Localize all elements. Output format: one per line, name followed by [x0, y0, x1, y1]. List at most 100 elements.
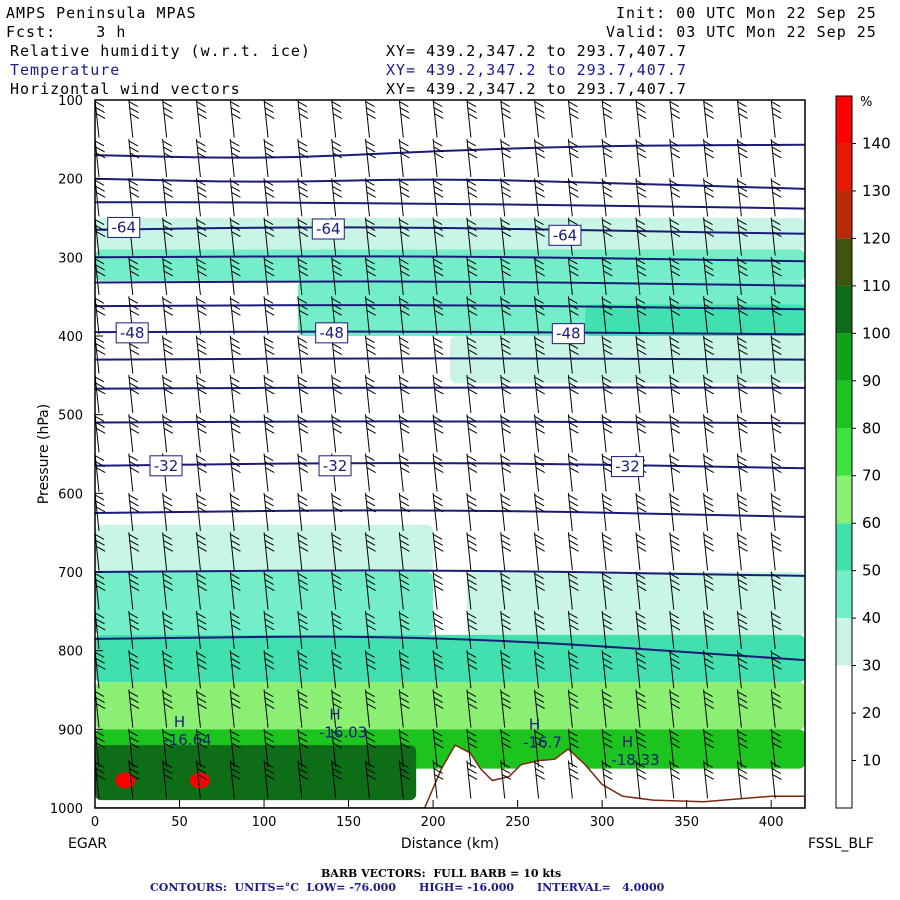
wind-barb	[770, 728, 782, 767]
barb-feather	[298, 539, 308, 546]
barb-feather	[601, 337, 612, 344]
wind-barb	[297, 728, 309, 767]
barb-shaft	[770, 689, 776, 728]
barb-shaft	[635, 650, 641, 689]
barb-feather	[366, 388, 376, 395]
barb-shaft	[128, 453, 134, 492]
barb-feather	[669, 761, 680, 768]
barb-feather	[163, 703, 174, 710]
barb-feather	[332, 663, 343, 670]
barb-shaft	[534, 610, 540, 649]
wind-barb	[398, 374, 410, 413]
barb-shaft	[331, 374, 337, 413]
wind-barb	[398, 492, 410, 531]
barb-shaft	[567, 689, 573, 728]
barb-feather	[196, 767, 207, 774]
y-tick-label: 400	[58, 330, 83, 345]
wind-barb	[229, 532, 241, 571]
barb-feather	[432, 651, 443, 658]
barb-feather	[95, 742, 106, 749]
wind-barb	[432, 178, 444, 217]
barb-feather	[332, 742, 343, 749]
barb-feather	[129, 618, 139, 625]
barb-feather	[128, 140, 139, 147]
barb-feather	[635, 179, 646, 186]
barb-feather	[467, 107, 477, 114]
barb-shaft	[601, 374, 607, 413]
barb-shaft	[263, 100, 269, 138]
barb-feather	[569, 388, 579, 395]
wind-barb	[128, 492, 140, 531]
barb-feather	[95, 146, 105, 153]
barb-shaft	[669, 532, 675, 571]
wind-barb	[364, 138, 376, 177]
barb-feather	[231, 703, 241, 710]
barb-feather	[806, 774, 815, 779]
wind-barb	[398, 610, 410, 649]
barb-feather	[229, 337, 240, 344]
barb-shaft	[195, 571, 201, 610]
barb-shaft	[567, 178, 573, 217]
barb-shaft	[297, 760, 303, 799]
barb-feather	[128, 101, 139, 108]
barb-shaft	[297, 374, 303, 413]
barb-feather	[770, 219, 781, 226]
wind-barb	[229, 414, 241, 453]
barb-shaft	[398, 571, 404, 610]
barb-feather	[636, 539, 646, 546]
barb-feather	[772, 388, 782, 395]
barb-feather	[129, 382, 139, 389]
barb-feather	[466, 651, 477, 658]
barb-feather	[704, 624, 715, 631]
wind-barb	[804, 610, 805, 616]
barb-feather	[163, 624, 174, 631]
high-value: -16.7	[523, 733, 562, 751]
isotherm	[95, 569, 805, 577]
barb-feather	[669, 219, 680, 226]
barb-feather	[229, 258, 240, 265]
barb-feather	[602, 461, 612, 468]
barb-feather	[670, 579, 680, 586]
barb-feather	[162, 258, 172, 265]
barb-feather	[432, 258, 443, 265]
barb-feather	[703, 179, 713, 186]
wind-barb	[466, 374, 478, 413]
barb-feather	[231, 773, 241, 780]
barb-shaft	[601, 453, 607, 492]
barb-shaft	[466, 335, 472, 374]
wind-barb	[263, 374, 275, 413]
barb-shaft	[331, 610, 337, 649]
barb-feather	[501, 506, 512, 513]
barb-feather	[231, 467, 241, 474]
barb-feather	[568, 573, 578, 580]
barb-feather	[298, 388, 309, 395]
barb-shaft	[770, 178, 776, 217]
barb-feather	[534, 297, 544, 304]
barb-shaft	[128, 138, 134, 177]
barb-feather	[601, 297, 612, 304]
barb-feather	[332, 618, 342, 625]
barb-feather	[670, 500, 680, 507]
barb-feather	[433, 579, 443, 586]
barb-shaft	[567, 610, 573, 649]
wind-barb	[669, 100, 681, 138]
barb-feather	[670, 703, 681, 710]
barb-feather	[196, 697, 207, 704]
barb-feather	[432, 761, 443, 768]
wind-barb	[331, 610, 343, 649]
barb-feather	[196, 612, 206, 619]
barb-feather	[298, 421, 308, 428]
barb-feather	[534, 101, 544, 108]
barb-feather	[670, 657, 680, 664]
wind-barb	[500, 335, 512, 374]
barb-feather	[231, 545, 241, 552]
barb-feather	[365, 140, 375, 147]
barb-shaft	[770, 728, 776, 767]
colorbar-bin	[836, 380, 852, 429]
barb-feather	[432, 730, 443, 737]
wind-barb	[500, 492, 512, 531]
barb-feather	[737, 337, 747, 344]
wind-barb	[567, 453, 579, 492]
barb-feather	[399, 539, 410, 546]
barb-feather	[365, 258, 375, 265]
